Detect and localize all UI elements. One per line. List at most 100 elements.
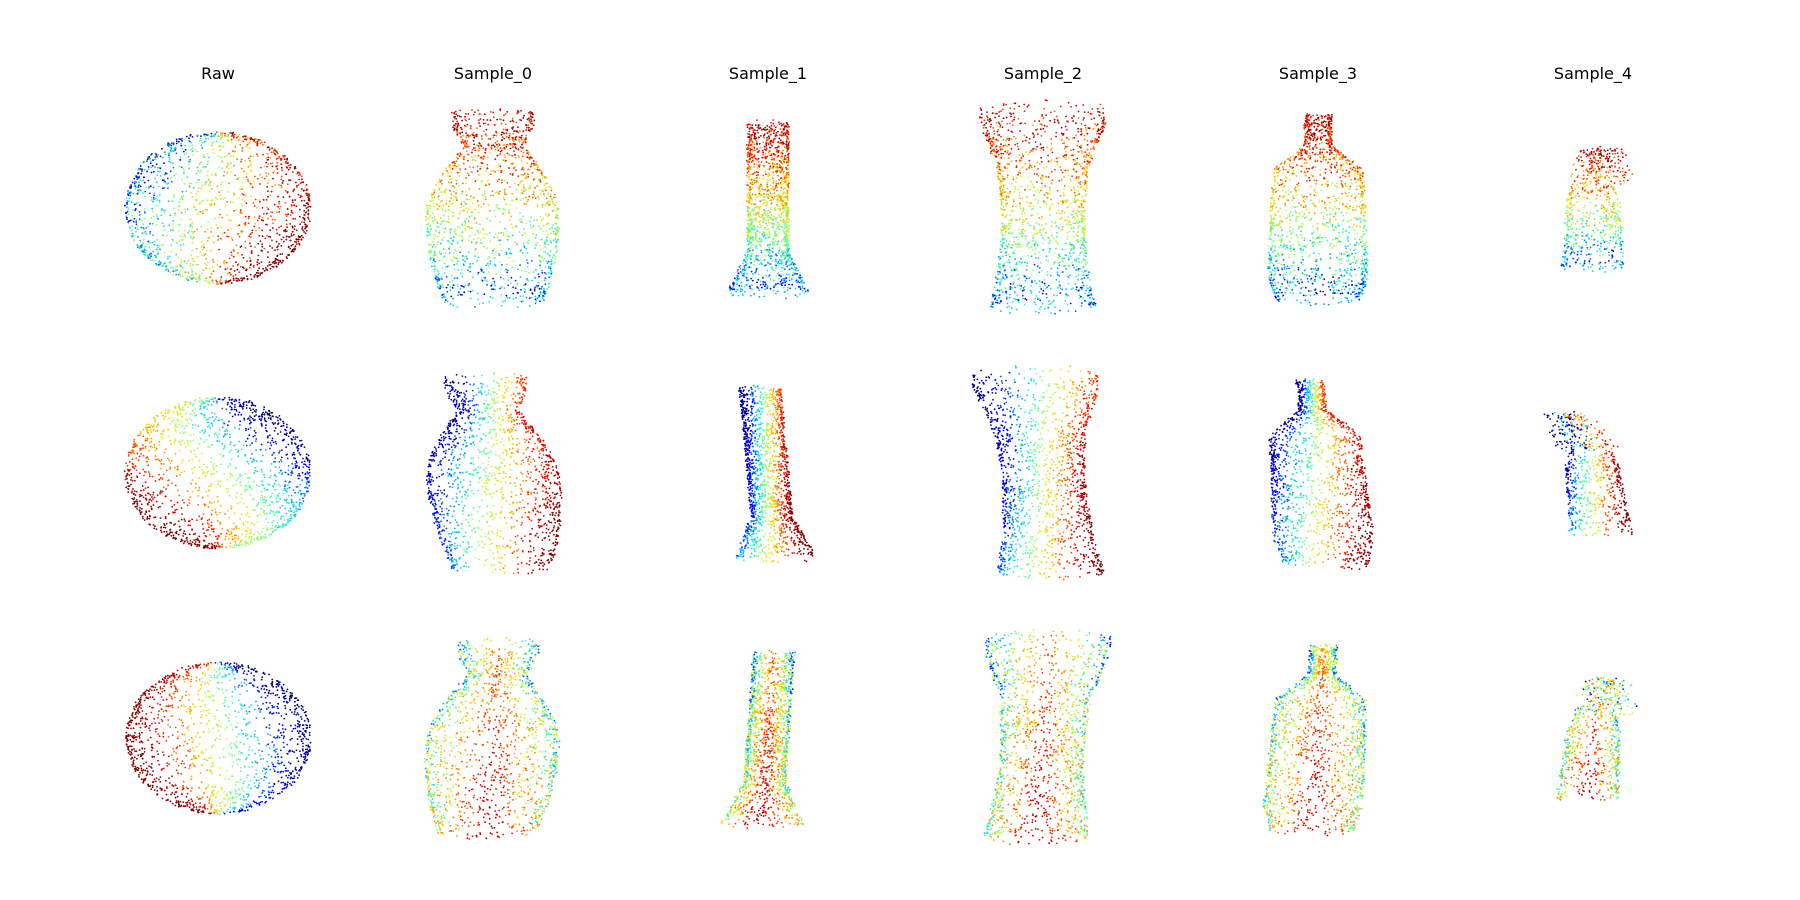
- point: [168, 154, 170, 157]
- point: [458, 226, 461, 229]
- point: [276, 258, 279, 261]
- point: [543, 289, 546, 292]
- point: [208, 523, 210, 526]
- point: [170, 244, 172, 247]
- point: [298, 473, 300, 475]
- point: [282, 741, 285, 744]
- point: [183, 442, 186, 445]
- point: [210, 770, 213, 773]
- point: [214, 217, 216, 220]
- point: [140, 717, 142, 720]
- point: [522, 173, 524, 176]
- point: [223, 446, 226, 449]
- point: [277, 205, 279, 208]
- point: [205, 504, 207, 507]
- point: [223, 134, 226, 137]
- point: [146, 170, 148, 173]
- point: [175, 138, 178, 141]
- point: [182, 542, 185, 545]
- point: [289, 507, 292, 510]
- point: [245, 202, 248, 205]
- point: [258, 217, 261, 220]
- point: [187, 799, 190, 802]
- point: [190, 254, 193, 256]
- point: [137, 698, 140, 700]
- point: [284, 769, 287, 772]
- point: [277, 259, 280, 262]
- point: [144, 717, 147, 720]
- point: [233, 522, 235, 525]
- point: [286, 457, 289, 460]
- point: [438, 205, 441, 208]
- point: [158, 199, 161, 202]
- point: [173, 793, 176, 796]
- point: [233, 665, 235, 667]
- point: [131, 458, 134, 461]
- point: [434, 277, 437, 279]
- point: [181, 513, 183, 515]
- point: [206, 522, 209, 525]
- point: [461, 128, 463, 131]
- point: [222, 398, 225, 401]
- point: [260, 537, 263, 540]
- point: [125, 216, 128, 219]
- point: [221, 135, 223, 138]
- point: [148, 449, 150, 452]
- point: [200, 225, 202, 228]
- point: [148, 241, 151, 244]
- point: [534, 236, 537, 239]
- point: [281, 182, 284, 184]
- point: [156, 430, 159, 432]
- point: [166, 762, 168, 764]
- point: [149, 157, 151, 159]
- point: [276, 736, 279, 739]
- point: [207, 170, 209, 173]
- point: [203, 440, 206, 443]
- point: [225, 798, 227, 800]
- point: [180, 697, 183, 700]
- point: [272, 768, 275, 770]
- point: [260, 414, 263, 416]
- point: [292, 217, 295, 220]
- point: [195, 680, 198, 682]
- point: [227, 162, 229, 165]
- point: [214, 197, 217, 199]
- point: [212, 727, 214, 730]
- point: [228, 451, 231, 454]
- point: [125, 737, 128, 740]
- point: [189, 186, 191, 189]
- point: [262, 535, 265, 538]
- point: [245, 710, 248, 713]
- point: [208, 190, 211, 193]
- point: [130, 749, 133, 751]
- point: [180, 239, 183, 241]
- point: [187, 672, 190, 674]
- point: [309, 205, 312, 208]
- point: [255, 141, 258, 144]
- point: [245, 679, 248, 681]
- point: [282, 424, 285, 427]
- point: [150, 259, 152, 262]
- point: [307, 458, 309, 461]
- point: [210, 280, 213, 283]
- point: [286, 213, 289, 216]
- point: [210, 765, 213, 768]
- point: [158, 742, 161, 745]
- point: [176, 265, 179, 268]
- point: [231, 134, 234, 136]
- point: [153, 244, 156, 246]
- point: [192, 154, 195, 156]
- point: [281, 471, 284, 474]
- point: [279, 506, 281, 509]
- point: [476, 292, 479, 295]
- point: [284, 201, 287, 204]
- point: [285, 512, 288, 515]
- point: [257, 242, 260, 245]
- point: [201, 210, 204, 213]
- point: [308, 731, 311, 734]
- point: [217, 155, 220, 157]
- point: [230, 267, 233, 270]
- point: [308, 734, 311, 736]
- point: [252, 419, 255, 422]
- point: [199, 705, 202, 708]
